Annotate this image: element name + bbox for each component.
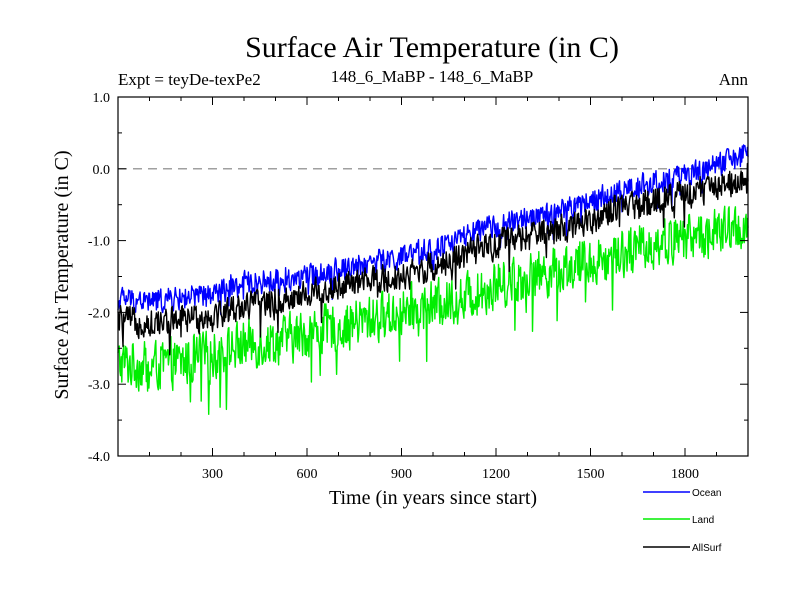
x-tick-label: 1200 [482, 467, 510, 482]
x-tick-label: 900 [391, 467, 412, 482]
series-line-allsurf [117, 162, 749, 356]
y-tick-label: 1.0 [93, 91, 111, 106]
x-tick-label: 1500 [577, 467, 605, 482]
x-tick-label: 300 [202, 467, 223, 482]
x-axis-label: Time (in years since start) [329, 487, 537, 509]
y-tick-label: 0.0 [93, 163, 111, 178]
y-tick-label: -1.0 [88, 235, 110, 250]
y-tick-label: -3.0 [88, 378, 110, 393]
chart-subtitle-left: Expt = teyDe-texPe2 [118, 70, 261, 89]
y-axis: -4.0 -3.0 -2.0 -1.0 0.0 1.0 [88, 91, 748, 465]
series-line-ocean [117, 144, 749, 315]
plot-area [117, 96, 749, 457]
chart-subtitle-right: Ann [719, 70, 749, 89]
x-tick-label: 1800 [671, 467, 699, 482]
legend-label-allsurf: AllSurf [692, 543, 722, 554]
y-axis-label: Surface Air Temperature (in C) [51, 150, 73, 399]
x-tick-label: 600 [297, 467, 318, 482]
legend-label-land: Land [692, 515, 714, 526]
legend: Ocean Land AllSurf [643, 488, 722, 554]
series-group [117, 144, 749, 415]
y-tick-label: -4.0 [88, 450, 110, 465]
chart-title: Surface Air Temperature (in C) [245, 31, 619, 64]
x-axis: 300 600 900 1200 1500 1800 [149, 97, 717, 482]
chart-subtitle-center: 148_6_MaBP - 148_6_MaBP [331, 67, 533, 86]
legend-label-ocean: Ocean [692, 488, 721, 499]
y-tick-label: -2.0 [88, 306, 110, 321]
series-line-land [117, 205, 749, 415]
